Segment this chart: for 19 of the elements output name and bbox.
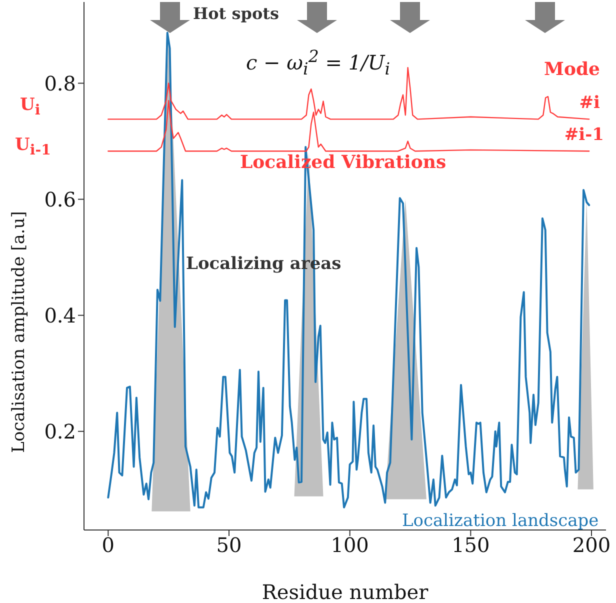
y-tick-label: 0.6 xyxy=(44,187,76,212)
y-tick-label: 0.4 xyxy=(44,303,76,328)
series-label: Localization landscape xyxy=(402,511,599,531)
text: U$_{i}$ xyxy=(20,95,40,119)
x-tick-label: 200 xyxy=(572,533,611,558)
series-label: #i-1 xyxy=(564,125,604,145)
x-tick-label: 150 xyxy=(452,533,490,558)
x-tick-label: 0 xyxy=(102,533,115,558)
x-axis-title: Residue number xyxy=(262,580,429,603)
y-tick-label: 0.8 xyxy=(44,71,76,96)
annotation: Hot spots xyxy=(193,4,280,23)
text: U$_{i-1}$ xyxy=(15,135,51,159)
annotation: c − ω$_{i}$$^{2}$ = 1/U$_{i}$ xyxy=(246,47,390,79)
x-tick-label: 50 xyxy=(216,533,242,558)
x-tick-label: 100 xyxy=(330,533,369,558)
y-tick-label: 0.2 xyxy=(44,419,76,444)
annotation: Mode xyxy=(544,59,600,80)
series-label: #i xyxy=(579,93,600,113)
y-axis-title: Localisation amplitude [a.u] xyxy=(9,211,29,453)
